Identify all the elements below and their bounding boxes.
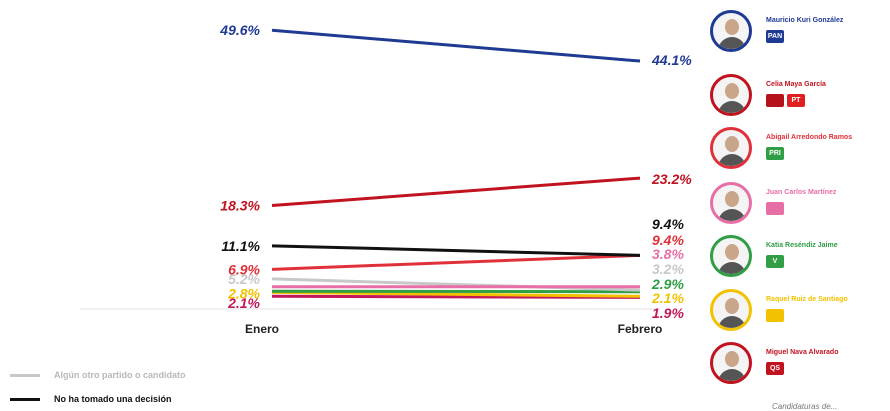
- data-label: 5.2%: [228, 271, 260, 287]
- data-label: 3.2%: [652, 261, 684, 277]
- line-chart: 49.6%44.1%18.3%23.2%11.1%9.4%6.9%9.4%3.8…: [80, 22, 692, 336]
- party-logo-icon: [766, 309, 784, 322]
- candidate-name: Juan Carlos Martínez: [766, 189, 837, 196]
- x-tick-label: Enero: [245, 322, 279, 336]
- candidate-avatar: [710, 127, 752, 169]
- legend-item: Algún otro partido o candidato: [10, 370, 186, 380]
- party-logo-icon: [766, 202, 784, 215]
- data-label: 6.9%: [228, 261, 260, 277]
- party-badges: PRI: [766, 147, 784, 160]
- party-badges: V: [766, 255, 784, 268]
- data-label: 3.8%: [652, 246, 684, 262]
- party-logo-icon: QS: [766, 362, 784, 375]
- party-logo-icon: [766, 94, 784, 107]
- data-label: 2.8%: [227, 285, 260, 301]
- x-tick-label: Febrero: [618, 322, 663, 336]
- candidate-avatar: [710, 342, 752, 384]
- series-line: [271, 28, 641, 63]
- legend-label: No ha tomado una decisión: [54, 394, 172, 404]
- series-line: [271, 289, 641, 294]
- party-logo-icon: PT: [787, 94, 805, 107]
- candidate-name: Celia Maya García: [766, 81, 826, 88]
- candidate-avatar: [710, 289, 752, 331]
- data-label: 1.9%: [652, 305, 684, 321]
- candidate-card: Miguel Nava Alvarado QS: [708, 340, 890, 390]
- party-badges: [766, 202, 784, 215]
- series-line: [271, 253, 641, 271]
- candidate-name: Abigail Arredondo Ramos: [766, 134, 853, 141]
- data-label: 2.9%: [651, 276, 684, 292]
- data-label: 49.6%: [219, 22, 260, 38]
- legend-swatch: [10, 397, 40, 401]
- candidate-name: Miguel Nava Alvarado: [766, 349, 839, 356]
- data-label: 44.1%: [651, 52, 692, 68]
- series-line: [271, 277, 641, 292]
- data-label: 11.1%: [221, 238, 260, 254]
- legend-swatch: [10, 373, 40, 377]
- candidate-card: Abigail Arredondo Ramos PRI: [708, 125, 890, 175]
- data-label: 9.4%: [652, 216, 684, 232]
- candidate-name: Raquel Ruiz de Santiago: [766, 296, 848, 303]
- party-logo-icon: PAN: [766, 30, 784, 43]
- candidate-card: Celia Maya García PT: [708, 72, 890, 122]
- series-line: [271, 176, 641, 208]
- party-badges: QS: [766, 362, 784, 375]
- data-label: 9.4%: [652, 232, 684, 248]
- legend-item: No ha tomado una decisión: [10, 394, 172, 404]
- candidate-card: Raquel Ruiz de Santiago: [708, 287, 890, 337]
- party-logo-icon: PRI: [766, 147, 784, 160]
- candidate-name: Katia Reséndiz Jaime: [766, 242, 838, 249]
- party-badges: [766, 309, 784, 322]
- series-line: [271, 290, 641, 298]
- legend-label: Algún otro partido o candidato: [54, 370, 186, 380]
- candidate-avatar: [710, 74, 752, 116]
- data-label: 2.1%: [651, 290, 684, 306]
- data-label: 18.3%: [220, 198, 260, 214]
- series-line: [271, 294, 641, 299]
- candidate-card: Juan Carlos Martínez: [708, 180, 890, 230]
- party-badges: PAN: [766, 30, 784, 43]
- candidate-card: Mauricio Kuri González PAN: [708, 8, 890, 58]
- data-label: 2.1%: [227, 295, 260, 311]
- candidate-avatar: [710, 235, 752, 277]
- footnote: Candidaturas de...: [772, 402, 838, 411]
- candidate-card: Katia Reséndiz Jaime V: [708, 233, 890, 283]
- candidate-name: Mauricio Kuri González: [766, 17, 844, 24]
- data-label: 23.2%: [651, 171, 692, 187]
- series-line: [271, 244, 641, 257]
- party-logo-icon: V: [766, 255, 784, 268]
- candidate-avatar: [710, 10, 752, 52]
- candidate-avatar: [710, 182, 752, 224]
- party-badges: PT: [766, 94, 805, 107]
